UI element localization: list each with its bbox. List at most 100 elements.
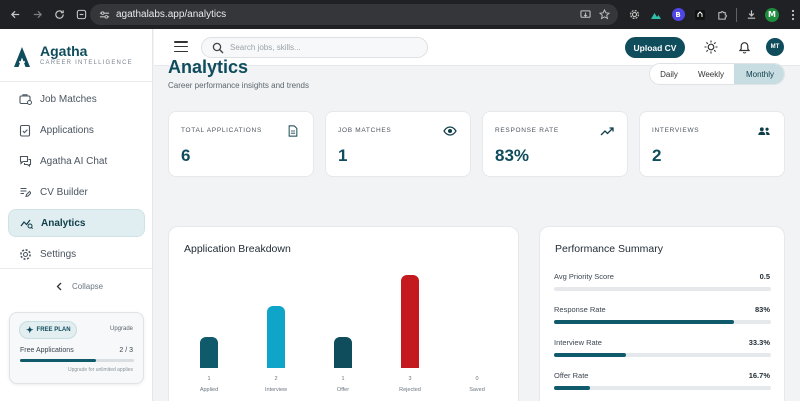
- bar-applied[interactable]: [200, 337, 218, 368]
- home-icon[interactable]: [70, 4, 92, 26]
- bar-value-label: 3: [408, 376, 412, 382]
- sidebar-item-settings[interactable]: Settings: [8, 240, 145, 268]
- extension-dark-icon[interactable]: [692, 7, 708, 23]
- metric-value: 0.5: [759, 272, 770, 281]
- search-icon: [212, 42, 224, 53]
- app-root: Agatha CAREER INTELLIGENCE Job Matches A…: [0, 29, 800, 401]
- page-subtitle: Career performance insights and trends: [168, 81, 309, 90]
- metric-progress-fill: [554, 320, 735, 324]
- bar-offer[interactable]: [334, 337, 352, 368]
- brand-name: Agatha: [40, 43, 88, 59]
- stat-card-total-applications: TOTAL APPLICATIONS 6: [168, 111, 314, 177]
- search-input[interactable]: [230, 43, 410, 52]
- document-edit-icon: [18, 185, 32, 199]
- hamburger-menu-icon[interactable]: [174, 41, 188, 53]
- stat-card-response-rate: RESPONSE RATE 83%: [482, 111, 628, 177]
- metric-label: Avg Priority Score: [554, 272, 614, 281]
- url-text[interactable]: agathalabs.app/analytics: [116, 9, 227, 20]
- analytics-icon: [19, 216, 33, 230]
- eye-icon: [443, 126, 457, 136]
- clipboard-check-icon: [18, 123, 32, 137]
- bar-interview[interactable]: [267, 306, 285, 368]
- sparkle-icon: ✦: [26, 324, 34, 335]
- bell-notification-icon[interactable]: [738, 40, 751, 54]
- period-weekly[interactable]: Weekly: [697, 69, 725, 79]
- browser-menu-icon[interactable]: [785, 7, 800, 23]
- free-plan-badge: ✦ FREE PLAN: [19, 321, 77, 339]
- bar-category-label: Interview: [264, 387, 287, 393]
- brand-tagline: CAREER INTELLIGENCE: [40, 60, 133, 66]
- address-bar[interactable]: agathalabs.app/analytics: [90, 4, 618, 25]
- period-monthly[interactable]: Monthly: [734, 64, 784, 84]
- extension-b-icon[interactable]: B: [670, 7, 686, 23]
- profile-avatar[interactable]: M: [765, 7, 779, 22]
- sidebar-item-label: Settings: [40, 248, 77, 260]
- stat-card-job-matches: JOB MATCHES 1: [325, 111, 471, 177]
- sidebar-divider: [0, 268, 153, 269]
- bar-value-label: 1: [207, 376, 211, 382]
- extension-gear-icon[interactable]: [626, 7, 642, 23]
- sidebar-item-ai-chat[interactable]: Agatha AI Chat: [8, 147, 145, 175]
- sun-theme-toggle-icon[interactable]: [704, 40, 718, 54]
- reload-icon[interactable]: [48, 4, 70, 26]
- browser-toolbar: agathalabs.app/analytics B M: [0, 0, 800, 29]
- period-toggle: Daily Weekly Monthly: [649, 63, 785, 85]
- metric-label: Response Rate: [554, 305, 606, 314]
- forward-arrow-icon[interactable]: [26, 4, 48, 26]
- metric-value: 16.7%: [748, 371, 770, 380]
- sidebar-divider: [0, 81, 153, 82]
- chat-icon: [18, 154, 32, 168]
- stat-value: 1: [338, 146, 348, 165]
- upload-cv-button[interactable]: Upload CV: [625, 37, 685, 58]
- collapse-button[interactable]: Collapse: [56, 282, 103, 291]
- sidebar-nav: Job Matches Applications Agatha AI Chat …: [8, 85, 145, 271]
- usage-label: Free Applications: [20, 347, 74, 354]
- sidebar-item-label: Agatha AI Chat: [40, 155, 108, 167]
- toolbar-divider: [736, 7, 737, 22]
- sidebar-item-job-matches[interactable]: Job Matches: [8, 85, 145, 113]
- document-icon: [288, 125, 298, 137]
- bar-category-label: Rejected: [399, 387, 421, 393]
- sidebar-item-label: CV Builder: [40, 186, 88, 198]
- bar-category-label: Offer: [336, 387, 350, 393]
- metric-progress-fill: [554, 386, 591, 390]
- metric-progress-bar: [554, 320, 771, 324]
- brand[interactable]: Agatha CAREER INTELLIGENCE: [12, 43, 133, 69]
- download-icon[interactable]: [743, 7, 759, 23]
- application-breakdown-card: Application Breakdown 1 Applied 2 Interview…: [168, 226, 519, 401]
- extension-mountain-icon[interactable]: [648, 7, 664, 23]
- back-arrow-icon[interactable]: [4, 4, 26, 26]
- sidebar-item-applications[interactable]: Applications: [8, 116, 145, 144]
- site-settings-icon[interactable]: [96, 7, 112, 23]
- metric-value: 33.3%: [748, 338, 770, 347]
- top-bar: Upload CV MT: [154, 29, 800, 66]
- upgrade-note: Upgrade for unlimited applies: [67, 367, 133, 373]
- chevron-left-icon: [56, 282, 62, 291]
- stat-label: RESPONSE RATE: [495, 127, 559, 134]
- extensions-puzzle-icon[interactable]: [714, 7, 730, 23]
- sidebar-item-analytics[interactable]: Analytics: [8, 209, 145, 237]
- upgrade-link[interactable]: Upgrade: [109, 326, 133, 332]
- bar-rejected[interactable]: [401, 275, 419, 368]
- stat-value: 83%: [495, 146, 530, 165]
- stat-label: TOTAL APPLICATIONS: [181, 127, 262, 134]
- gear-icon: [18, 247, 32, 261]
- performance-summary-card: Performance Summary Avg Priority Score 0.…: [539, 226, 785, 401]
- sidebar-item-label: Job Matches: [40, 93, 97, 105]
- usage-count: 2 / 3: [119, 347, 133, 354]
- bookmark-star-icon[interactable]: [598, 5, 611, 24]
- metric-progress-bar: [554, 386, 771, 390]
- stat-label: JOB MATCHES: [338, 127, 392, 134]
- metric-progress-fill: [554, 353, 627, 357]
- sidebar-item-cv-builder[interactable]: CV Builder: [8, 178, 145, 206]
- bar-value-label: 2: [274, 376, 278, 382]
- period-daily[interactable]: Daily: [660, 69, 678, 79]
- metric-value: 83%: [754, 305, 770, 314]
- user-avatar[interactable]: MT: [766, 38, 784, 56]
- card-title: Performance Summary: [555, 243, 663, 255]
- search-field[interactable]: [201, 37, 428, 58]
- metric-progress-bar: [554, 287, 771, 291]
- install-app-icon[interactable]: [580, 5, 591, 24]
- page-title: Analytics: [168, 57, 249, 77]
- sidebar: Agatha CAREER INTELLIGENCE Job Matches A…: [0, 29, 153, 401]
